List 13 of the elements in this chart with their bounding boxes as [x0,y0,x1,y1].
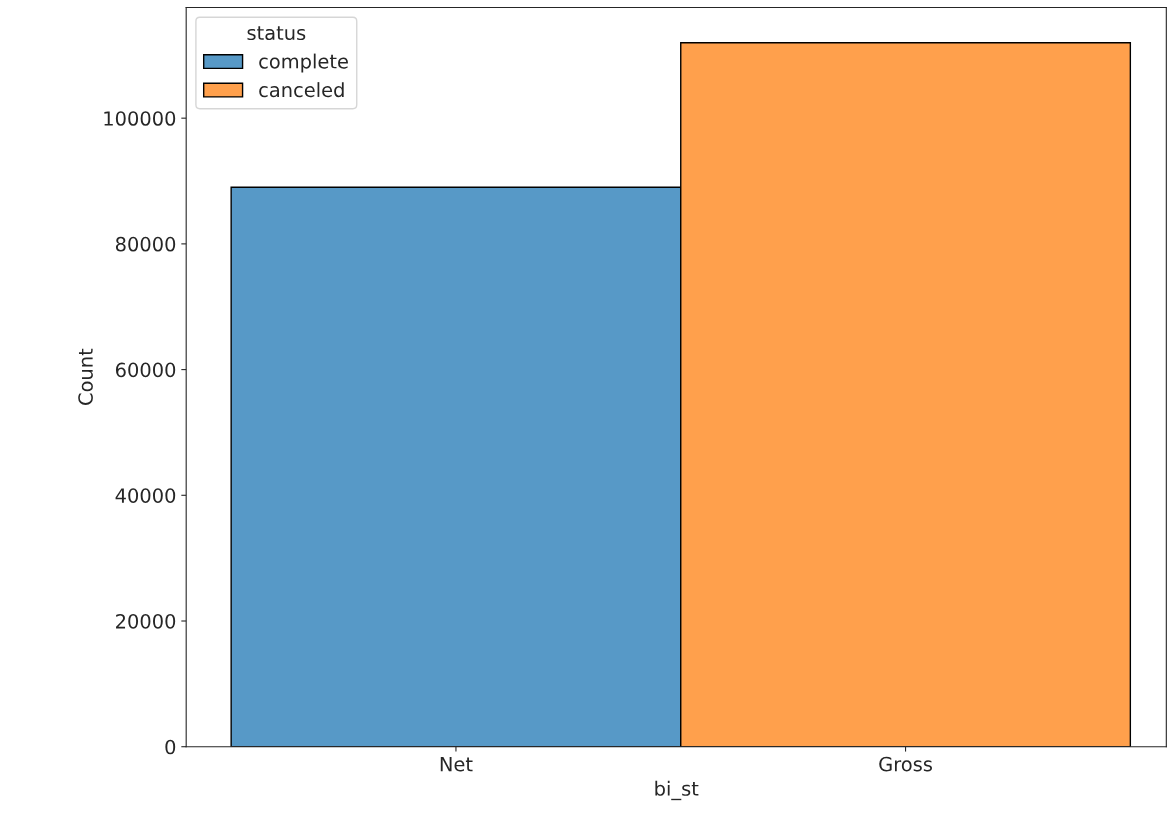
y-tick-label: 80000 [115,236,176,252]
x-tick-label: Gross [879,756,932,772]
y-tick-label: 20000 [116,613,176,629]
y-tick-label: 40000 [115,488,176,503]
y-tick-label: 60000 [115,362,176,378]
legend-title: status [247,26,306,41]
y-tick-label: 0 [165,739,176,755]
y-tick-label: 100000 [104,111,176,126]
x-tick-label: Net [440,757,473,772]
x-axis-title: bi_st [655,780,699,801]
legend-label: canceled [259,82,344,98]
y-axis-title: Count [78,348,93,405]
legend-label: complete [259,53,348,73]
